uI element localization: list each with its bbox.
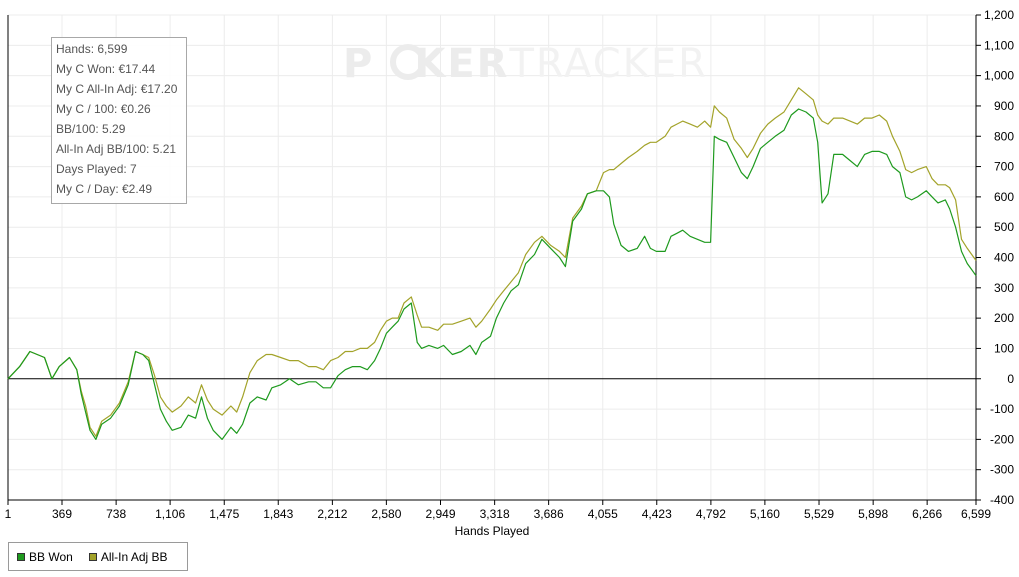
x-tick-label: 3,318 [480, 507, 510, 521]
x-tick-label: 4,792 [696, 507, 726, 521]
y-tick-labels: -400 -300 -200 -100 0 100 200 300 400 500 600 700 80… [984, 8, 1014, 507]
watermark-suffix: TRACKER [508, 41, 708, 87]
x-tick-label: 369 [52, 507, 72, 521]
legend-label-bb-won: BB Won [29, 549, 73, 564]
y-tick-label: 300 [994, 281, 1014, 295]
y-tick-label: 500 [994, 220, 1014, 234]
y-tick-label: 0 [1007, 372, 1014, 386]
y-tick-label: 800 [994, 129, 1014, 143]
chart-series [7, 87, 977, 440]
x-tick-label: 3,686 [534, 507, 564, 521]
y-tick-label: 700 [994, 160, 1014, 174]
y-tick-label: -100 [990, 402, 1014, 416]
x-tick-label: 6,599 [961, 507, 991, 521]
x-tick-label: 1,475 [209, 507, 239, 521]
stat-allin-bb-100: All-In Adj BB/100: 5.21 [56, 142, 177, 156]
y-tick-label: 400 [994, 251, 1014, 265]
x-axis-title: Hands Played [455, 524, 530, 538]
legend-item-allin-adj-bb[interactable]: All-In Adj BB [88, 549, 168, 564]
stat-won: My C Won: €17.44 [56, 62, 156, 76]
y-tick-label: 1,200 [984, 8, 1014, 22]
watermark-mid: KER [414, 41, 509, 87]
x-tick-label: 2,949 [425, 507, 455, 521]
x-tick-label: 6,266 [912, 507, 942, 521]
y-tick-label: 100 [994, 341, 1014, 355]
x-tick-label: 1,106 [155, 507, 185, 521]
stat-days-played: Days Played: 7 [56, 162, 137, 176]
watermark-prefix: P [343, 41, 374, 87]
stats-summary-box: Hands: 6,599 My C Won: €17.44 My C All-I… [51, 37, 187, 204]
series-line-bb-won [7, 108, 977, 440]
chart-axes [7, 14, 981, 505]
x-tick-label: 1 [5, 507, 12, 521]
x-tick-label: 5,160 [750, 507, 780, 521]
y-tick-label: 200 [994, 311, 1014, 325]
legend-swatch-bb-won [17, 552, 25, 561]
stat-hands: Hands: 6,599 [56, 42, 128, 56]
y-tick-label: -200 [990, 432, 1014, 446]
stat-bb-100: BB/100: 5.29 [56, 122, 126, 136]
chart-legend: BB Won All-In Adj BB [8, 542, 188, 571]
x-tick-label: 5,529 [804, 507, 834, 521]
legend-swatch-allin-adj-bb [88, 552, 97, 561]
x-tick-label: 5,898 [858, 507, 888, 521]
x-tick-label: 2,212 [317, 507, 347, 521]
x-tick-label: 2,580 [371, 507, 401, 521]
stat-allin-adj: My C All-In Adj: €17.20 [56, 82, 178, 96]
x-tick-label: 1,843 [263, 507, 293, 521]
watermark-chip-icon [390, 44, 426, 80]
legend-label-allin-adj-bb: All-In Adj BB [100, 549, 168, 564]
x-tick-label: 4,423 [642, 507, 672, 521]
pokertracker-watermark: P KERTRACKER [343, 41, 708, 87]
y-tick-label: 1,000 [984, 69, 1014, 83]
y-tick-label: 1,100 [984, 38, 1014, 52]
x-tick-label: 4,055 [588, 507, 618, 521]
stat-per-day: My C / Day: €2.49 [56, 182, 153, 196]
x-tick-label: 738 [106, 507, 126, 521]
y-tick-label: -400 [990, 493, 1014, 507]
y-tick-label: 900 [994, 99, 1014, 113]
y-tick-label: -300 [990, 463, 1014, 477]
stat-per-100: My C / 100: €0.26 [56, 102, 151, 116]
x-tick-labels: 1 369 738 1,106 1,475 1,843 2,212 2,580 2,949 3,3… [5, 507, 992, 521]
y-tick-label: 600 [994, 190, 1014, 204]
series-line-all-in-adj-bb [7, 87, 977, 437]
legend-item-bb-won[interactable]: BB Won [17, 550, 73, 564]
